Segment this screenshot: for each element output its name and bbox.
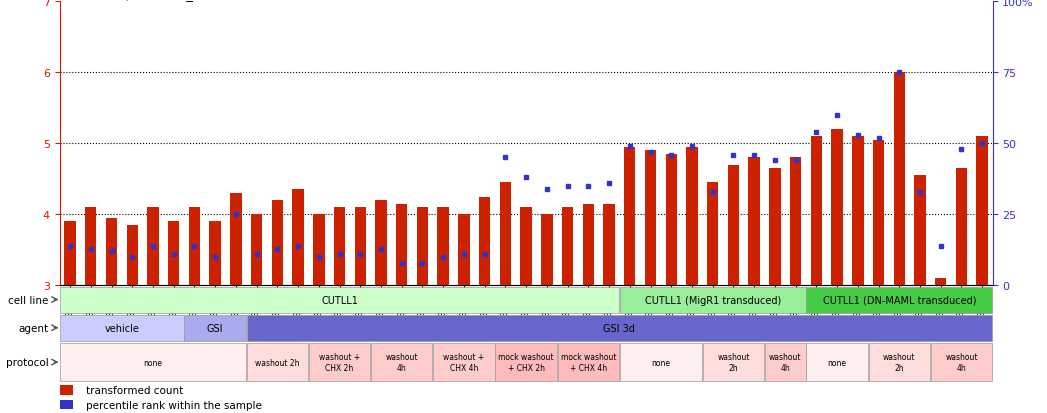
Bar: [852, 137, 864, 286]
Bar: [292, 190, 304, 286]
Bar: [251, 215, 263, 286]
FancyBboxPatch shape: [620, 344, 701, 381]
Bar: [914, 176, 926, 286]
Text: vehicle: vehicle: [105, 323, 139, 333]
Bar: [417, 208, 428, 286]
Bar: [873, 140, 885, 286]
FancyBboxPatch shape: [60, 287, 619, 313]
Bar: [770, 169, 781, 286]
Bar: [935, 279, 946, 286]
Bar: [624, 147, 636, 286]
FancyBboxPatch shape: [247, 344, 308, 381]
FancyBboxPatch shape: [247, 315, 993, 341]
FancyBboxPatch shape: [184, 315, 246, 341]
Bar: [60, 400, 73, 409]
Bar: [728, 165, 739, 286]
Text: none: none: [143, 358, 162, 367]
Bar: [375, 201, 386, 286]
FancyBboxPatch shape: [869, 344, 930, 381]
Bar: [459, 215, 470, 286]
Text: washout
4h: washout 4h: [945, 353, 978, 372]
Bar: [666, 154, 677, 286]
Bar: [396, 204, 407, 286]
Bar: [603, 204, 615, 286]
Text: washout
2h: washout 2h: [883, 353, 915, 372]
Text: mock washout
+ CHX 4h: mock washout + CHX 4h: [560, 353, 616, 372]
FancyBboxPatch shape: [703, 344, 764, 381]
FancyBboxPatch shape: [433, 344, 494, 381]
Bar: [148, 208, 159, 286]
Text: none: none: [827, 358, 847, 367]
FancyBboxPatch shape: [806, 344, 868, 381]
Text: washout 2h: washout 2h: [255, 358, 299, 367]
Bar: [209, 222, 221, 286]
Text: GSI 3d: GSI 3d: [603, 323, 636, 333]
Text: none: none: [651, 358, 670, 367]
Bar: [355, 208, 366, 286]
FancyBboxPatch shape: [60, 344, 246, 381]
Text: CUTLL1: CUTLL1: [321, 295, 358, 305]
Bar: [831, 130, 843, 286]
FancyBboxPatch shape: [931, 344, 993, 381]
Text: washout +
CHX 2h: washout + CHX 2h: [319, 353, 360, 372]
Bar: [789, 158, 801, 286]
Bar: [334, 208, 346, 286]
Bar: [271, 201, 283, 286]
Bar: [749, 158, 760, 286]
Bar: [645, 151, 656, 286]
FancyBboxPatch shape: [620, 287, 805, 313]
Bar: [810, 137, 822, 286]
Text: washout
4h: washout 4h: [385, 353, 418, 372]
Text: transformed count: transformed count: [86, 385, 183, 395]
Bar: [541, 215, 553, 286]
Text: agent: agent: [19, 323, 48, 333]
FancyBboxPatch shape: [558, 344, 619, 381]
Bar: [60, 385, 73, 395]
Bar: [686, 147, 697, 286]
Bar: [230, 194, 242, 286]
FancyBboxPatch shape: [309, 344, 371, 381]
Bar: [977, 137, 988, 286]
Text: washout +
CHX 4h: washout + CHX 4h: [443, 353, 485, 372]
Text: percentile rank within the sample: percentile rank within the sample: [86, 400, 262, 410]
Bar: [499, 183, 511, 286]
Text: washout
2h: washout 2h: [717, 353, 750, 372]
FancyBboxPatch shape: [806, 287, 993, 313]
Bar: [168, 222, 179, 286]
Bar: [188, 208, 200, 286]
Text: GSI: GSI: [207, 323, 223, 333]
Text: CUTLL1 (MigR1 transduced): CUTLL1 (MigR1 transduced): [645, 295, 781, 305]
Text: cell line: cell line: [8, 295, 48, 305]
Bar: [562, 208, 574, 286]
Bar: [127, 225, 138, 286]
FancyBboxPatch shape: [60, 315, 183, 341]
FancyBboxPatch shape: [371, 344, 432, 381]
Bar: [956, 169, 967, 286]
Text: washout
4h: washout 4h: [768, 353, 802, 372]
Bar: [85, 208, 96, 286]
Bar: [106, 218, 117, 286]
Bar: [64, 222, 75, 286]
Text: protocol: protocol: [5, 357, 48, 367]
Text: CUTLL1 (DN-MAML transduced): CUTLL1 (DN-MAML transduced): [823, 295, 976, 305]
Text: GDS4289 / 229357_at: GDS4289 / 229357_at: [60, 0, 206, 1]
Bar: [582, 204, 594, 286]
Bar: [313, 215, 325, 286]
Bar: [478, 197, 490, 286]
Bar: [520, 208, 532, 286]
Bar: [707, 183, 718, 286]
Bar: [893, 73, 905, 286]
FancyBboxPatch shape: [765, 344, 805, 381]
Text: mock washout
+ CHX 2h: mock washout + CHX 2h: [498, 353, 554, 372]
Bar: [438, 208, 449, 286]
FancyBboxPatch shape: [495, 344, 557, 381]
